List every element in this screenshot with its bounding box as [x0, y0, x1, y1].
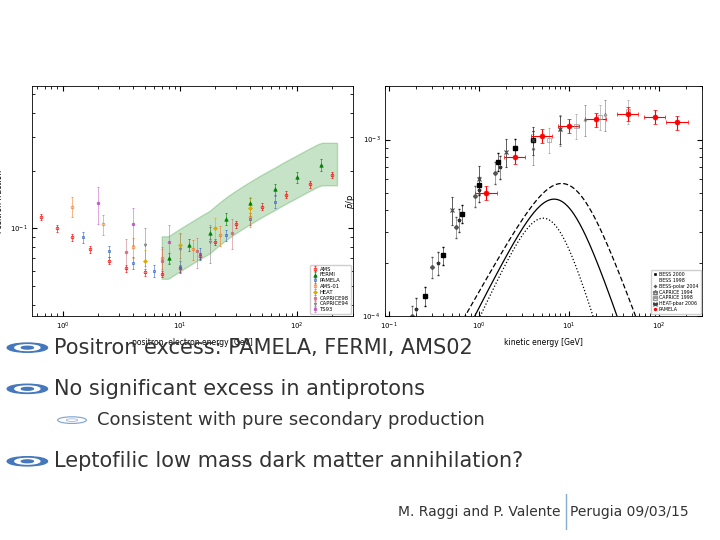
Circle shape [7, 384, 48, 394]
Text: M. Raggi and P. Valente: M. Raggi and P. Valente [398, 505, 561, 519]
Circle shape [15, 386, 40, 391]
Text: Leptofilic low mass dark matter annihilation?: Leptofilic low mass dark matter annihila… [54, 451, 523, 471]
Text: Positron excess in cosmic rays: Positron excess in cosmic rays [86, 19, 634, 53]
Y-axis label: $\bar{p}$/p: $\bar{p}$/p [344, 194, 357, 208]
X-axis label: kinetic energy [GeV]: kinetic energy [GeV] [504, 338, 583, 347]
Legend: BESS 2000, BESS 1998, BESS-polar 2004, CAPRICE 1994, CAPRICE 1998, HEAT-pbar 200: BESS 2000, BESS 1998, BESS-polar 2004, C… [651, 269, 701, 314]
Circle shape [22, 346, 33, 349]
Text: Perugia 09/03/15: Perugia 09/03/15 [570, 505, 689, 519]
Circle shape [22, 387, 33, 390]
Y-axis label: Positron fraction: Positron fraction [0, 170, 4, 233]
X-axis label: positron, electron energy [GeV]: positron, electron energy [GeV] [132, 338, 253, 347]
Circle shape [15, 458, 40, 464]
Circle shape [15, 345, 40, 350]
Text: Positron excess: PAMELA, FERMI, AMS02: Positron excess: PAMELA, FERMI, AMS02 [54, 338, 473, 357]
Circle shape [7, 457, 48, 466]
Circle shape [7, 343, 48, 352]
Circle shape [22, 460, 33, 463]
Text: Consistent with pure secondary production: Consistent with pure secondary productio… [97, 411, 485, 429]
Text: No significant excess in antiprotons: No significant excess in antiprotons [54, 379, 425, 399]
Legend: AMS, FERMI, PAMELA, AMS-01, HEAT, CAPRICE98, CAPRICE94, TS93: AMS, FERMI, PAMELA, AMS-01, HEAT, CAPRIC… [310, 265, 351, 314]
